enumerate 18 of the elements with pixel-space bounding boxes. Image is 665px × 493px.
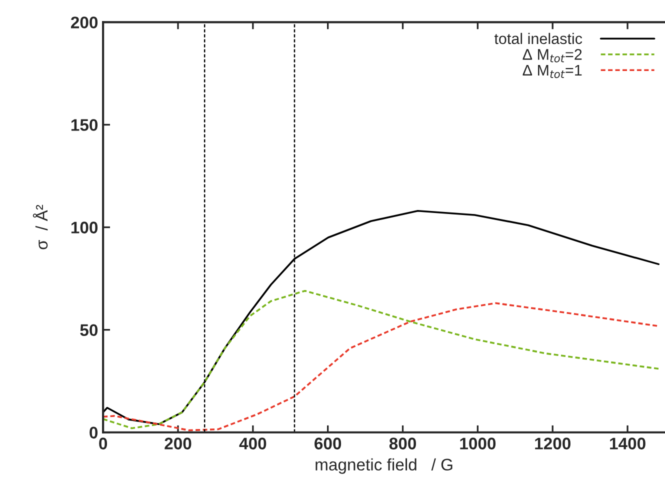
legend-label: total inelastic bbox=[494, 32, 582, 44]
x-tick-label: 0 bbox=[99, 438, 108, 450]
y-tick-label: 150 bbox=[71, 119, 98, 131]
x-tick-label: 1000 bbox=[460, 438, 496, 450]
legend-label: Δ M$_{tot}$=1 bbox=[522, 64, 582, 78]
y-tick-label: 200 bbox=[70, 16, 98, 28]
x-tick-label: 200 bbox=[164, 438, 192, 450]
y-tick-label: 50 bbox=[80, 324, 98, 336]
y-axis-title: σ / Å² bbox=[32, 204, 48, 250]
x-tick-label: 1200 bbox=[535, 438, 570, 450]
y-tick-label: 0 bbox=[90, 426, 98, 439]
y-tick-label: 100 bbox=[71, 222, 98, 234]
x-axis-title: magnetic field / G bbox=[316, 458, 452, 474]
x-tick-label: 600 bbox=[314, 438, 342, 450]
legend-label: Δ M$_{tot}$=2 bbox=[522, 49, 582, 62]
x-tick-label: 400 bbox=[239, 438, 266, 450]
x-tick-label: 800 bbox=[389, 438, 416, 450]
x-tick-label: 1400 bbox=[610, 438, 646, 450]
